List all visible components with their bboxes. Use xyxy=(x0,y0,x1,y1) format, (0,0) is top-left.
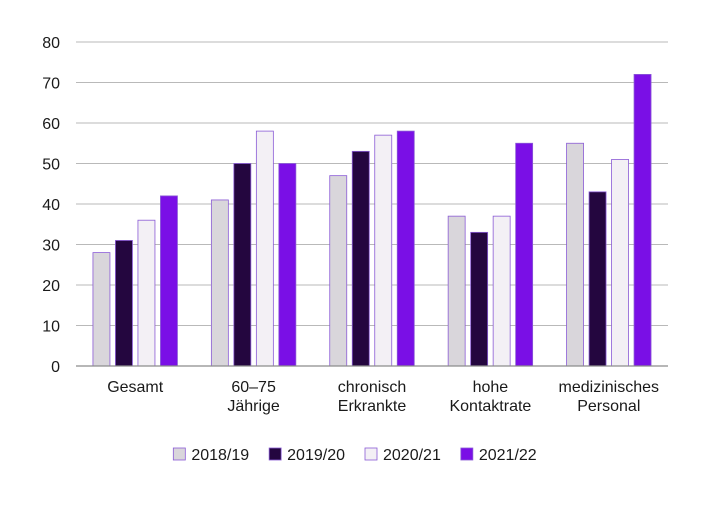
y-tick-label: 30 xyxy=(42,238,60,255)
legend-label: 2021/22 xyxy=(479,447,537,464)
bar xyxy=(278,163,297,367)
bar xyxy=(92,252,111,367)
y-tick-label: 50 xyxy=(42,157,60,174)
legend-swatch xyxy=(460,447,474,461)
category-label: Gesamt xyxy=(107,379,164,396)
y-tick-label: 10 xyxy=(42,319,60,336)
category-label: chronisch xyxy=(338,379,406,396)
legend-label: 2020/21 xyxy=(383,447,441,464)
y-tick-label: 20 xyxy=(42,278,60,295)
bars xyxy=(92,74,652,367)
y-tick-label: 80 xyxy=(42,35,60,52)
bar xyxy=(374,134,393,367)
category-label: Erkrankte xyxy=(338,398,407,415)
category-label: 60–75 xyxy=(231,379,276,396)
bar xyxy=(115,240,133,367)
bar xyxy=(233,163,252,367)
y-tick-label: 60 xyxy=(42,116,60,133)
category-label: hohe xyxy=(473,379,509,396)
bar xyxy=(588,191,607,367)
bar xyxy=(566,142,584,367)
y-tick-label: 70 xyxy=(42,76,60,93)
y-tick-label: 0 xyxy=(51,359,60,376)
bar xyxy=(329,175,348,367)
bar xyxy=(633,74,652,367)
bar xyxy=(447,215,466,367)
legend: 2018/19 2019/20 2020/21 2021/22 xyxy=(172,447,537,464)
category-labels: Gesamt 60–75 Jährige chronisch Erkrankte hohe… xyxy=(107,379,659,415)
bar xyxy=(160,195,178,367)
category-label: Personal xyxy=(577,398,640,415)
bar xyxy=(210,199,229,367)
category-label: medizinisches xyxy=(559,379,659,396)
bar xyxy=(515,142,534,367)
y-tick-label: 40 xyxy=(42,197,60,214)
bar xyxy=(137,219,156,367)
bar xyxy=(351,150,370,367)
bar xyxy=(492,215,511,367)
legend-label: 2018/19 xyxy=(191,447,249,464)
category-label: Jährige xyxy=(227,398,280,415)
legend-label: 2019/20 xyxy=(287,447,345,464)
bar xyxy=(470,231,489,367)
bar xyxy=(255,130,274,367)
y-axis-ticks: 0 10 20 30 40 50 60 70 80 xyxy=(42,35,60,376)
legend-swatch xyxy=(172,447,186,461)
legend-swatch xyxy=(268,447,282,461)
bar xyxy=(611,159,629,367)
bar xyxy=(396,130,415,367)
category-label: Kontaktrate xyxy=(449,398,531,415)
legend-swatch xyxy=(364,447,378,461)
